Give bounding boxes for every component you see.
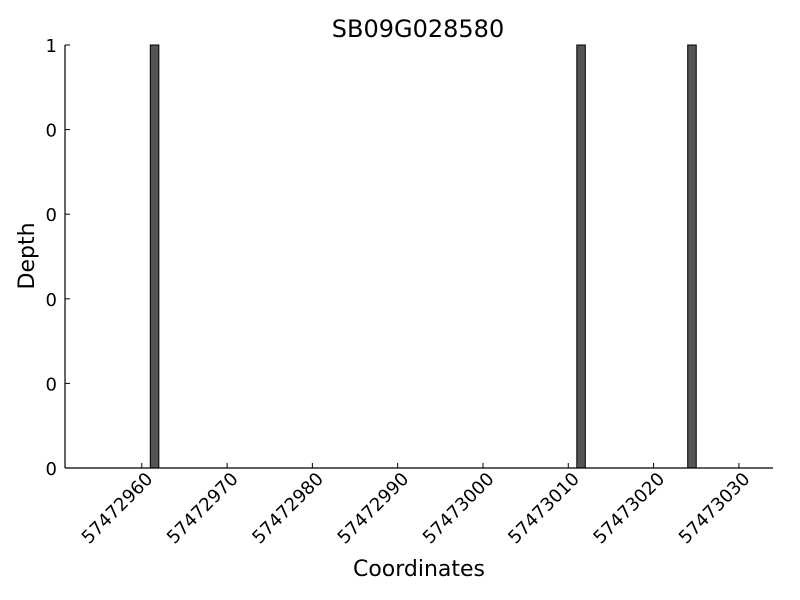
x-tick-label: 57473000 [419,469,499,549]
x-tick-label: 57472970 [163,469,243,549]
chart-title: SB09G028580 [332,15,504,43]
x-tick-label: 57472980 [248,469,328,549]
x-tick-label: 57473030 [675,469,755,549]
bar [576,44,586,469]
bar [149,44,160,469]
y-tick-label: 0 [46,374,57,395]
x-tick-label: 57472990 [334,469,414,549]
x-tick-label: 57472960 [78,469,158,549]
y-axis-label: Depth [15,222,40,289]
x-axis-label: Coordinates [353,557,485,582]
y-tick-label: 0 [46,121,57,142]
bar [687,44,697,469]
y-tick-label: 0 [46,205,57,226]
y-tick-label: 1 [46,36,57,57]
y-tick-label: 0 [46,459,57,480]
x-tick-label: 57473010 [504,469,584,549]
y-tick-label: 0 [46,290,57,311]
x-tick-label: 57473020 [589,469,669,549]
